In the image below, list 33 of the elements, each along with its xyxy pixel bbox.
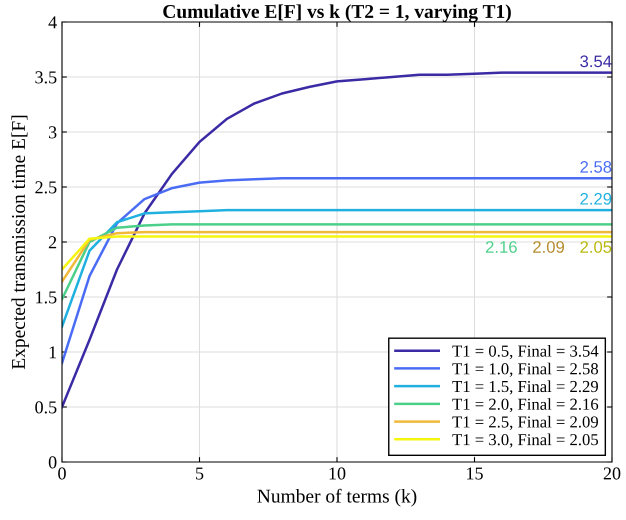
- legend-label: T1 = 3.0, Final = 2.05: [452, 434, 598, 448]
- chart-title: Cumulative E[F] vs k (T2 = 1, varying T1): [163, 4, 511, 22]
- y-tick-label: 1: [50, 346, 56, 358]
- legend-label: T1 = 2.0, Final = 2.16: [452, 398, 598, 412]
- annotation: 2.09: [533, 241, 564, 253]
- y-tick-label: 3: [48, 126, 56, 138]
- x-tick-label: 20: [604, 467, 620, 480]
- x-tick-label: 0: [58, 467, 66, 480]
- x-tick-label: 10: [330, 467, 346, 480]
- line-series: [62, 208, 612, 328]
- y-tick-label: 0: [48, 456, 56, 468]
- y-tick-label: 2: [48, 236, 56, 248]
- legend-label: T1 = 2.5, Final = 2.09: [452, 416, 598, 430]
- legend-label: T1 = 0.5, Final = 3.54: [452, 344, 598, 360]
- legend-label: T1 = 1.0, Final = 2.58: [452, 362, 598, 377]
- legend-label: T1 = 1.5, Final = 2.29: [452, 380, 598, 395]
- annotation: 2.58: [580, 161, 612, 173]
- x-tick-label: 5: [196, 468, 204, 480]
- line-series: [62, 230, 612, 283]
- y-tick-label: 1.5: [36, 291, 56, 304]
- line-series: [62, 223, 612, 300]
- y-tick-label: 3.5: [35, 71, 56, 84]
- y-tick-label: 0.5: [35, 401, 56, 414]
- annotation: 2.29: [580, 192, 612, 205]
- line-series: [62, 176, 612, 364]
- annotation: 2.16: [486, 241, 517, 253]
- x-tick-label: 15: [467, 467, 483, 480]
- annotation: 2.05: [580, 241, 612, 253]
- y-tick-label: 4: [48, 16, 57, 28]
- y-axis-title: Expected transmission time E[F]: [11, 116, 30, 370]
- x-axis-title: Number of terms (k): [257, 488, 416, 507]
- annotation: 3.54: [580, 55, 612, 68]
- y-tick-label: 2.5: [35, 181, 56, 194]
